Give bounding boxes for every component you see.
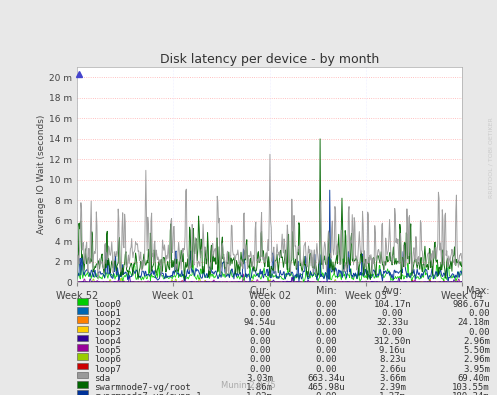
Text: 0.00: 0.00 <box>315 300 337 309</box>
Text: 5.50m: 5.50m <box>463 346 490 355</box>
Bar <box>77 326 88 332</box>
Text: 0.00: 0.00 <box>315 327 337 337</box>
Text: Munin 2.0.75: Munin 2.0.75 <box>221 381 276 390</box>
Text: 180.34m: 180.34m <box>452 392 490 395</box>
Text: loop7: loop7 <box>94 365 121 374</box>
Bar <box>77 381 88 387</box>
Text: 0.00: 0.00 <box>469 327 490 337</box>
Text: 0.00: 0.00 <box>315 365 337 374</box>
Text: 103.55m: 103.55m <box>452 383 490 392</box>
Text: loop6: loop6 <box>94 356 121 364</box>
Text: 986.67u: 986.67u <box>452 300 490 309</box>
Text: 0.00: 0.00 <box>249 300 270 309</box>
Text: Cur:: Cur: <box>249 286 270 296</box>
Text: 0.00: 0.00 <box>469 309 490 318</box>
Bar <box>77 354 88 360</box>
Text: RRDTOOL / TOBI OETIKER: RRDTOOL / TOBI OETIKER <box>489 118 494 198</box>
Text: 0.00: 0.00 <box>315 346 337 355</box>
Text: 0.00: 0.00 <box>249 309 270 318</box>
Text: 94.54u: 94.54u <box>244 318 276 327</box>
Text: 0.00: 0.00 <box>315 392 337 395</box>
Bar <box>77 316 88 323</box>
Text: 1.02m: 1.02m <box>246 392 273 395</box>
Text: Max:: Max: <box>467 286 490 296</box>
Text: 0.00: 0.00 <box>382 327 403 337</box>
Text: 2.66u: 2.66u <box>379 365 406 374</box>
Text: 1.27m: 1.27m <box>379 392 406 395</box>
Text: 1.86m: 1.86m <box>246 383 273 392</box>
Text: sda: sda <box>94 374 110 383</box>
Text: 2.39m: 2.39m <box>379 383 406 392</box>
Text: 0.00: 0.00 <box>315 309 337 318</box>
Y-axis label: Average IO Wait (seconds): Average IO Wait (seconds) <box>37 115 46 235</box>
Text: 0.00: 0.00 <box>249 365 270 374</box>
Text: 69.40m: 69.40m <box>458 374 490 383</box>
Text: 0.00: 0.00 <box>249 346 270 355</box>
Bar <box>77 390 88 395</box>
Bar <box>77 307 88 314</box>
Text: loop5: loop5 <box>94 346 121 355</box>
Text: loop2: loop2 <box>94 318 121 327</box>
Text: loop0: loop0 <box>94 300 121 309</box>
Text: 32.33u: 32.33u <box>376 318 409 327</box>
Text: 0.00: 0.00 <box>249 356 270 364</box>
Text: 3.66m: 3.66m <box>379 374 406 383</box>
Text: 465.98u: 465.98u <box>307 383 345 392</box>
Bar <box>77 335 88 341</box>
Bar <box>77 344 88 351</box>
Text: loop4: loop4 <box>94 337 121 346</box>
Text: 0.00: 0.00 <box>315 356 337 364</box>
Text: 24.18m: 24.18m <box>458 318 490 327</box>
Text: 0.00: 0.00 <box>315 318 337 327</box>
Text: 0.00: 0.00 <box>315 337 337 346</box>
Bar <box>77 298 88 305</box>
Text: 2.96m: 2.96m <box>463 356 490 364</box>
Text: 0.00: 0.00 <box>249 327 270 337</box>
Text: 312.50n: 312.50n <box>374 337 411 346</box>
Text: swarmnode7-vg/swap_1: swarmnode7-vg/swap_1 <box>94 392 202 395</box>
Title: Disk latency per device - by month: Disk latency per device - by month <box>160 53 379 66</box>
Text: 0.00: 0.00 <box>249 337 270 346</box>
Text: 663.34u: 663.34u <box>307 374 345 383</box>
Text: 3.03m: 3.03m <box>246 374 273 383</box>
Text: 104.17n: 104.17n <box>374 300 411 309</box>
Text: swarmnode7-vg/root: swarmnode7-vg/root <box>94 383 191 392</box>
Text: Min:: Min: <box>316 286 336 296</box>
Text: 9.16u: 9.16u <box>379 346 406 355</box>
Text: 8.23u: 8.23u <box>379 356 406 364</box>
Text: loop1: loop1 <box>94 309 121 318</box>
Bar <box>77 363 88 369</box>
Text: loop3: loop3 <box>94 327 121 337</box>
Text: Avg:: Avg: <box>382 286 403 296</box>
Bar <box>77 372 88 378</box>
Text: 0.00: 0.00 <box>382 309 403 318</box>
Text: 3.95m: 3.95m <box>463 365 490 374</box>
Text: 2.96m: 2.96m <box>463 337 490 346</box>
